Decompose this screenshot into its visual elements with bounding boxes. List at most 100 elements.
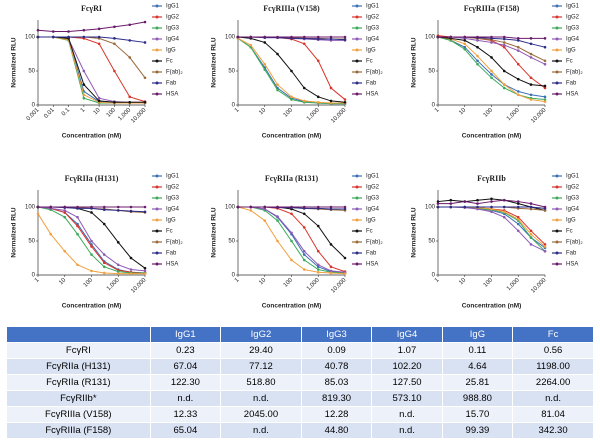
data-point [343,256,347,260]
legend-marker [355,251,359,255]
x-tick-label: 1 [234,277,241,284]
x-tick-label: 100 [483,107,495,119]
x-tick-label: 10 [458,107,467,116]
chart-title: FcγRIIa (H131) [65,174,119,183]
data-point [82,28,86,32]
legend-marker [355,262,359,266]
data-point [516,202,520,205]
y-axis-label: Normalized RLU [11,207,18,258]
y-tick-label: 50 [228,69,235,75]
data-point [316,268,320,271]
data-point [102,253,106,256]
data-point [128,23,132,27]
chart-panel: FcγRIIb 0 50 100 1 10 100 1,000 10,000 Concentrat… [411,174,584,310]
data-point [276,88,279,92]
data-point [76,205,79,209]
chart-panel: FcγRIIIa (F158) 0 50 100 1 10 100 1,000 10,000 Co… [411,4,584,140]
data-point [543,37,547,40]
data-point [302,249,306,253]
legend-marker [155,81,159,85]
data-point [129,205,133,209]
series-line [237,36,346,103]
legend-marker [355,26,359,30]
data-point [128,95,132,99]
data-point [476,59,479,63]
data-point [543,84,547,88]
data-point [102,222,106,226]
y-tick-label: 100 [425,205,436,211]
x-tick-label: 0.1 [61,107,72,118]
data-point [463,200,467,203]
data-point [543,86,547,90]
data-point [113,69,116,73]
x-tick-label: 1 [434,107,441,114]
x-tick-label: 10,000 [330,107,348,125]
table-cell: 0.23 [149,342,222,359]
y-tick-label: 100 [225,35,236,41]
legend-label: IgG [566,218,576,224]
data-point [263,207,267,211]
data-point [329,86,333,90]
data-point [290,239,293,243]
data-point [276,83,279,86]
data-point [516,77,520,81]
data-point [302,205,306,209]
legend-label: F(ab)₂ [566,240,583,246]
data-point [63,209,67,212]
table-cell: 127.50 [371,374,443,391]
data-point [329,205,333,209]
y-axis-label: Normalized RLU [411,37,418,88]
x-tick-label: 1,000 [506,277,521,292]
data-point [290,231,293,235]
data-point [263,219,267,222]
table-cell: 102.20 [371,358,443,375]
data-point [343,35,347,39]
column-header: Fc [512,326,594,343]
data-point [529,236,533,239]
table-cell: 0.09 [300,342,373,359]
legend-label: Fc [566,59,573,65]
legend-marker [155,174,159,178]
data-point [490,56,493,59]
results-table: IgG1 IgG2 IgG3 IgG4 IgG Fc FcγRI 0.23 29.40 0.09 1… [6,326,594,439]
table-row: FcγRIIIa (F158) 65.04 n.d. 44.80 n.d. 99.39 34… [6,422,594,439]
data-point [543,249,547,253]
x-tick-label: 10 [258,107,267,116]
corner-cell [6,326,151,343]
data-point [290,69,293,73]
table-cell: 67.04 [149,358,222,375]
data-point [490,35,493,39]
legend-label: IgG3 [366,26,380,32]
data-point [82,35,86,39]
legend-marker [555,81,559,85]
data-point [516,39,520,42]
data-point [529,83,533,86]
data-point [63,215,67,219]
legend-label: IgG2 [366,15,380,21]
data-point [329,37,333,41]
x-tick-label: 1 [80,107,87,114]
data-point [82,96,86,100]
data-point [516,217,520,221]
data-point [343,98,347,101]
data-point [543,59,547,63]
data-point [67,30,70,33]
legend-label: HSA [366,92,378,98]
data-point [302,42,306,46]
data-point [249,209,253,212]
legend-label: IgG3 [566,26,580,32]
data-point [490,41,493,44]
data-point [302,226,306,229]
data-point [316,270,320,274]
y-tick-label: 100 [25,205,36,211]
series-line [238,206,346,273]
table-cell: 85.03 [300,374,373,391]
data-point [316,95,320,99]
legend-label: IgG1 [566,174,580,180]
data-point [476,202,479,205]
data-point [490,210,493,214]
y-tick-label: 100 [425,35,436,41]
data-point [129,209,133,213]
table-cell: 342.30 [512,422,594,439]
